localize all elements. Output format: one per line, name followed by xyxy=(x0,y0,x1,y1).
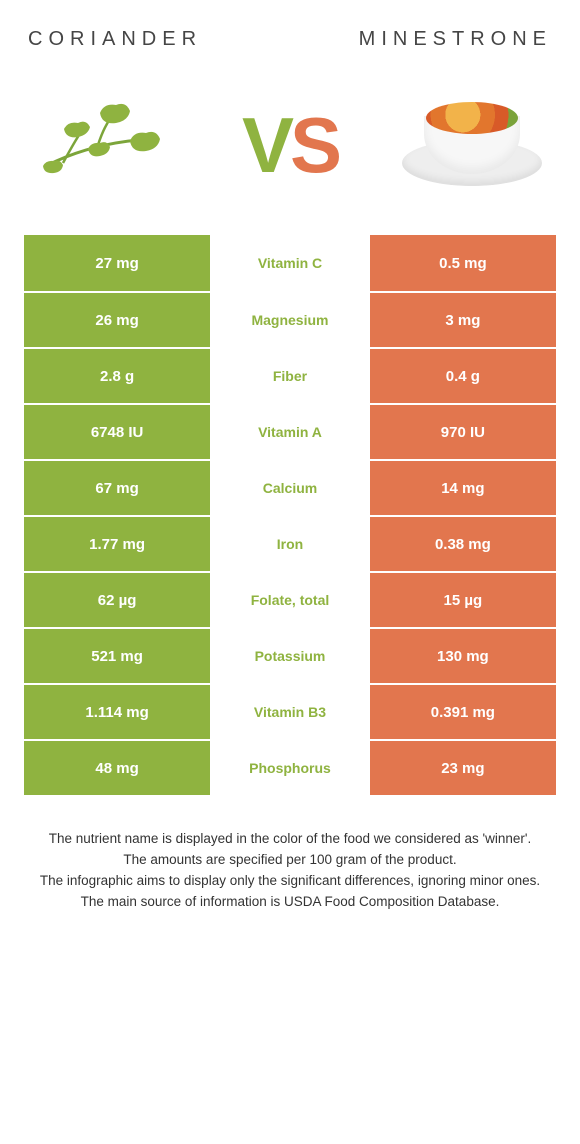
table-row: 67 mgCalcium14 mg xyxy=(24,459,556,515)
nutrient-value-left: 1.77 mg xyxy=(24,517,210,571)
nutrient-label: Calcium xyxy=(210,461,370,515)
table-row: 48 mgPhosphorus23 mg xyxy=(24,739,556,795)
nutrient-value-left: 67 mg xyxy=(24,461,210,515)
nutrient-label: Vitamin C xyxy=(210,235,370,291)
nutrient-value-left: 27 mg xyxy=(24,235,210,291)
coriander-icon xyxy=(28,85,188,205)
table-row: 27 mgVitamin C0.5 mg xyxy=(24,235,556,291)
nutrient-label: Phosphorus xyxy=(210,741,370,795)
nutrient-value-left: 2.8 g xyxy=(24,349,210,403)
nutrient-value-right: 0.391 mg xyxy=(370,685,556,739)
footnote-line: The nutrient name is displayed in the co… xyxy=(34,829,546,850)
vs-s: S xyxy=(290,100,338,191)
footnote-line: The main source of information is USDA F… xyxy=(34,892,546,913)
title-row: CORIANDER MINESTRONE xyxy=(24,28,556,61)
nutrient-value-left: 62 µg xyxy=(24,573,210,627)
nutrient-value-left: 521 mg xyxy=(24,629,210,683)
nutrient-table: 27 mgVitamin C0.5 mg26 mgMagnesium3 mg2.… xyxy=(24,235,556,795)
vs-v: V xyxy=(242,100,290,191)
nutrient-value-left: 6748 IU xyxy=(24,405,210,459)
nutrient-label: Potassium xyxy=(210,629,370,683)
nutrient-value-right: 0.38 mg xyxy=(370,517,556,571)
nutrient-label: Vitamin A xyxy=(210,405,370,459)
nutrient-value-right: 15 µg xyxy=(370,573,556,627)
coriander-image xyxy=(28,85,188,205)
food-title-right: MINESTRONE xyxy=(359,28,552,51)
minestrone-image xyxy=(392,85,552,205)
nutrient-value-right: 130 mg xyxy=(370,629,556,683)
hero-row: V S xyxy=(24,61,556,235)
footnote-line: The amounts are specified per 100 gram o… xyxy=(34,850,546,871)
nutrient-label: Vitamin B3 xyxy=(210,685,370,739)
table-row: 1.114 mgVitamin B30.391 mg xyxy=(24,683,556,739)
table-row: 62 µgFolate, total15 µg xyxy=(24,571,556,627)
soup-icon xyxy=(402,100,542,190)
table-row: 1.77 mgIron0.38 mg xyxy=(24,515,556,571)
nutrient-value-right: 23 mg xyxy=(370,741,556,795)
table-row: 6748 IUVitamin A970 IU xyxy=(24,403,556,459)
food-title-left: CORIANDER xyxy=(28,28,202,51)
table-row: 26 mgMagnesium3 mg xyxy=(24,291,556,347)
nutrient-value-left: 26 mg xyxy=(24,293,210,347)
vs-label: V S xyxy=(242,100,338,191)
table-row: 521 mgPotassium130 mg xyxy=(24,627,556,683)
nutrient-label: Iron xyxy=(210,517,370,571)
nutrient-value-right: 970 IU xyxy=(370,405,556,459)
footnotes: The nutrient name is displayed in the co… xyxy=(24,795,556,913)
nutrient-value-right: 0.5 mg xyxy=(370,235,556,291)
nutrient-value-left: 1.114 mg xyxy=(24,685,210,739)
nutrient-label: Magnesium xyxy=(210,293,370,347)
infographic-container: CORIANDER MINESTRONE V S xyxy=(0,0,580,933)
table-row: 2.8 gFiber0.4 g xyxy=(24,347,556,403)
nutrient-value-right: 14 mg xyxy=(370,461,556,515)
footnote-line: The infographic aims to display only the… xyxy=(34,871,546,892)
nutrient-value-left: 48 mg xyxy=(24,741,210,795)
nutrient-value-right: 0.4 g xyxy=(370,349,556,403)
nutrient-value-right: 3 mg xyxy=(370,293,556,347)
nutrient-label: Folate, total xyxy=(210,573,370,627)
nutrient-label: Fiber xyxy=(210,349,370,403)
